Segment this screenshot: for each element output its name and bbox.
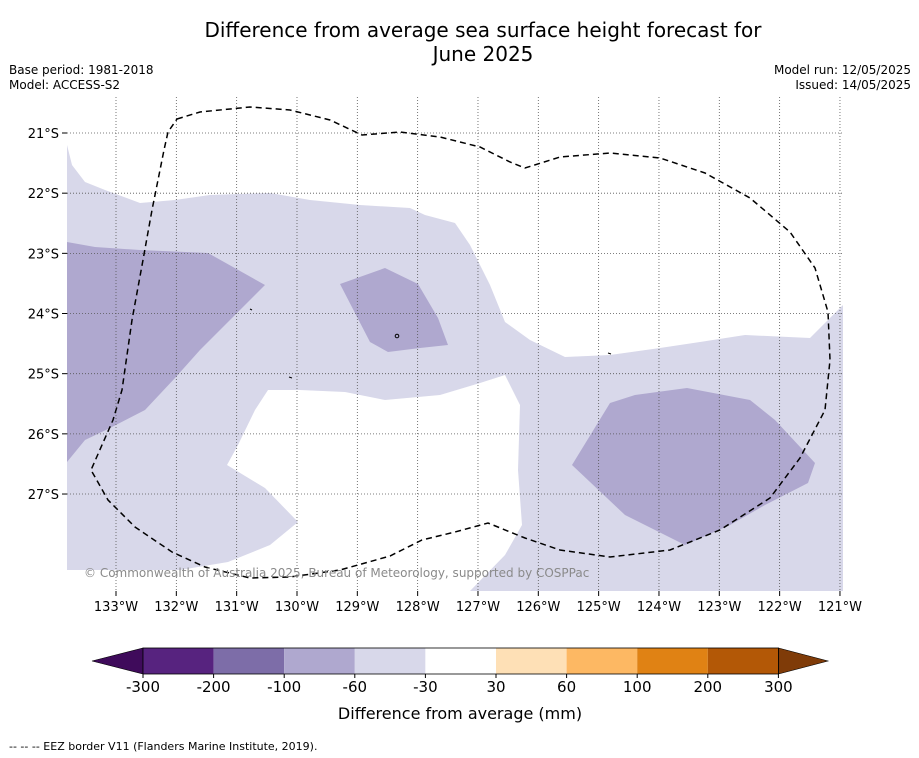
copyright-text: © Commonwealth of Australia 2025, Bureau… bbox=[84, 566, 589, 580]
title-line-1: Difference from average sea surface heig… bbox=[204, 18, 762, 42]
graticule bbox=[62, 97, 843, 596]
longitude-label: 123°W bbox=[697, 600, 741, 615]
longitude-label: 124°W bbox=[637, 600, 681, 615]
title-line-2: June 2025 bbox=[432, 42, 534, 66]
latitude-label: 26°S bbox=[28, 428, 59, 443]
colorbar-tick-label: -200 bbox=[197, 678, 231, 696]
island-marker bbox=[249, 308, 253, 311]
longitude-label: 121°W bbox=[818, 600, 862, 615]
longitude-label: 128°W bbox=[396, 600, 440, 615]
colorbar-extend-high bbox=[778, 647, 830, 675]
anomaly-region-west bbox=[67, 242, 265, 462]
colorbar-tick-label: 100 bbox=[623, 678, 652, 696]
latitude-label: 22°S bbox=[28, 187, 59, 202]
colorbar-tick-label: 30 bbox=[486, 678, 505, 696]
anomaly-region-central bbox=[340, 268, 448, 352]
colorbar-segment bbox=[284, 648, 355, 674]
longitude-label: 133°W bbox=[94, 600, 138, 615]
latitude-labels: 21°S 22°S 23°S 24°S 25°S 26°S 27°S bbox=[28, 127, 59, 503]
longitude-label: 127°W bbox=[456, 600, 500, 615]
map-title: Difference from average sea surface heig… bbox=[0, 18, 919, 66]
colorbar-tick-label: 300 bbox=[764, 678, 793, 696]
colorbar-segment bbox=[143, 648, 214, 674]
colorbar-tick-label: -60 bbox=[343, 678, 368, 696]
model-info: Base period: 1981-2018 Model: ACCESS-S2 bbox=[9, 63, 154, 93]
eez-border bbox=[90, 106, 831, 579]
colorbar-outline bbox=[142, 647, 779, 675]
latitude-label: 25°S bbox=[28, 368, 59, 383]
longitude-label: 129°W bbox=[335, 600, 379, 615]
colorbar-segment bbox=[425, 648, 496, 674]
latitude-label: 27°S bbox=[28, 488, 59, 503]
colorbar-tick-label: -30 bbox=[413, 678, 438, 696]
map-panel: © Commonwealth of Australia 2025, Bureau… bbox=[62, 97, 843, 596]
latitude-label: 23°S bbox=[28, 247, 59, 262]
colorbar-segment bbox=[213, 648, 285, 674]
longitude-label: 125°W bbox=[577, 600, 621, 615]
colorbar-label: Difference from average (mm) bbox=[338, 704, 582, 723]
colorbar-tick-label: 200 bbox=[693, 678, 722, 696]
colorbar-segment bbox=[707, 648, 779, 674]
colorbar-segment bbox=[637, 648, 708, 674]
colorbar-segment bbox=[496, 648, 567, 674]
base-period: Base period: 1981-2018 bbox=[9, 63, 154, 77]
longitude-label: 122°W bbox=[758, 600, 802, 615]
longitude-label: 130°W bbox=[275, 600, 319, 615]
longitude-label: 132°W bbox=[154, 600, 198, 615]
colorbar-tick-label: -100 bbox=[267, 678, 301, 696]
island-marker bbox=[394, 333, 400, 339]
colorbar-tick-label: -300 bbox=[126, 678, 160, 696]
small-island-markers bbox=[249, 308, 612, 379]
longitude-labels: 133°W 132°W 131°W 130°W 129°W 128°W 127°W 126°W… bbox=[94, 600, 862, 615]
colorbar-extend-low bbox=[91, 647, 144, 675]
colorbar-segment bbox=[566, 648, 638, 674]
model-name: Model: ACCESS-S2 bbox=[9, 78, 121, 92]
island-marker bbox=[288, 376, 293, 379]
issued-date: Issued: 14/05/2025 bbox=[795, 78, 911, 92]
latitude-label: 21°S bbox=[28, 127, 59, 142]
longitude-label: 131°W bbox=[215, 600, 259, 615]
latitude-label: 24°S bbox=[28, 308, 59, 323]
run-info: Model run: 12/05/2025 Issued: 14/05/2025 bbox=[774, 63, 911, 93]
model-run-date: Model run: 12/05/2025 bbox=[773, 63, 911, 77]
colorbar: -300 -200 -100 -60 -30 30 60 100 200 300 bbox=[91, 647, 830, 696]
colorbar-tick-label: 60 bbox=[557, 678, 576, 696]
colorbar-segment bbox=[354, 648, 426, 674]
footer-note: -- -- -- EEZ border V11 (Flanders Marine… bbox=[9, 740, 318, 753]
longitude-label: 126°W bbox=[516, 600, 560, 615]
island-marker bbox=[607, 352, 612, 355]
anomaly-region-east bbox=[572, 388, 815, 545]
